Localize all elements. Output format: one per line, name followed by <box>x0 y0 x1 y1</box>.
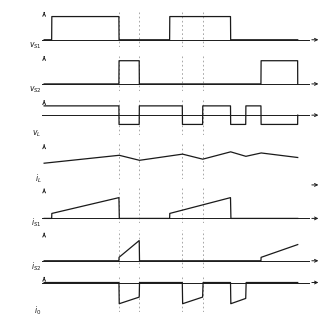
Text: $\mathit{v}_L$: $\mathit{v}_L$ <box>32 128 42 139</box>
Text: $\mathit{i}_L$: $\mathit{i}_L$ <box>35 172 42 185</box>
Text: $\mathit{i}_{S2}$: $\mathit{i}_{S2}$ <box>31 261 42 273</box>
Text: $\mathit{v}_{S2}$: $\mathit{v}_{S2}$ <box>29 84 42 95</box>
Text: $\mathit{i}_0$: $\mathit{i}_0$ <box>34 305 42 317</box>
Text: $\mathit{v}_{S1}$: $\mathit{v}_{S1}$ <box>29 40 42 51</box>
Text: $\mathit{i}_{S1}$: $\mathit{i}_{S1}$ <box>31 217 42 229</box>
